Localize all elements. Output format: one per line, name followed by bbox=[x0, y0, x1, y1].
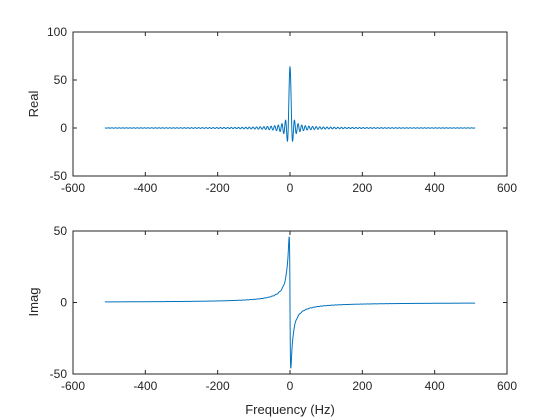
x-tick-label: -600 bbox=[61, 181, 85, 195]
y-ticks-real: -50 0 50 100 bbox=[47, 25, 507, 183]
y-tick-label: 50 bbox=[54, 73, 68, 87]
subplot-imag: -600 -400 -200 0 200 400 600 -50 0 50 Imag Frequ… bbox=[26, 224, 517, 417]
x-tick-label: -400 bbox=[133, 379, 157, 393]
x-tick-label: 600 bbox=[497, 181, 517, 195]
y-tick-label: 0 bbox=[60, 296, 67, 310]
y-axis-label-real: Real bbox=[26, 91, 41, 118]
y-axis-label-imag: Imag bbox=[26, 288, 41, 317]
x-tick-label: 400 bbox=[425, 379, 445, 393]
y-tick-label: -50 bbox=[50, 367, 68, 381]
y-tick-label: 100 bbox=[47, 25, 67, 39]
series-line-imag bbox=[104, 236, 476, 369]
y-tick-label: 50 bbox=[54, 224, 68, 238]
x-tick-label: -400 bbox=[133, 181, 157, 195]
x-tick-label: 0 bbox=[287, 379, 294, 393]
x-tick-label: -200 bbox=[206, 379, 230, 393]
y-tick-label: -50 bbox=[50, 169, 68, 183]
x-axis-label-imag: Frequency (Hz) bbox=[245, 402, 335, 417]
x-ticks-imag: -600 -400 -200 0 200 400 600 bbox=[61, 231, 517, 393]
x-tick-label: -200 bbox=[206, 181, 230, 195]
x-tick-label: 400 bbox=[425, 181, 445, 195]
x-tick-label: 200 bbox=[352, 379, 372, 393]
x-ticks-real: -600 -400 -200 0 200 400 600 bbox=[61, 32, 517, 195]
x-tick-label: 0 bbox=[287, 181, 294, 195]
plot-area-real bbox=[72, 31, 508, 177]
x-tick-label: 200 bbox=[352, 181, 372, 195]
y-tick-label: 0 bbox=[60, 121, 67, 135]
subplot-real: -600 -400 -200 0 200 400 600 -50 0 50 100 Real bbox=[26, 25, 517, 195]
series-line-real bbox=[104, 65, 476, 142]
x-tick-label: 600 bbox=[497, 379, 517, 393]
y-ticks-imag: -50 0 50 bbox=[50, 224, 507, 381]
x-tick-label: -600 bbox=[61, 379, 85, 393]
